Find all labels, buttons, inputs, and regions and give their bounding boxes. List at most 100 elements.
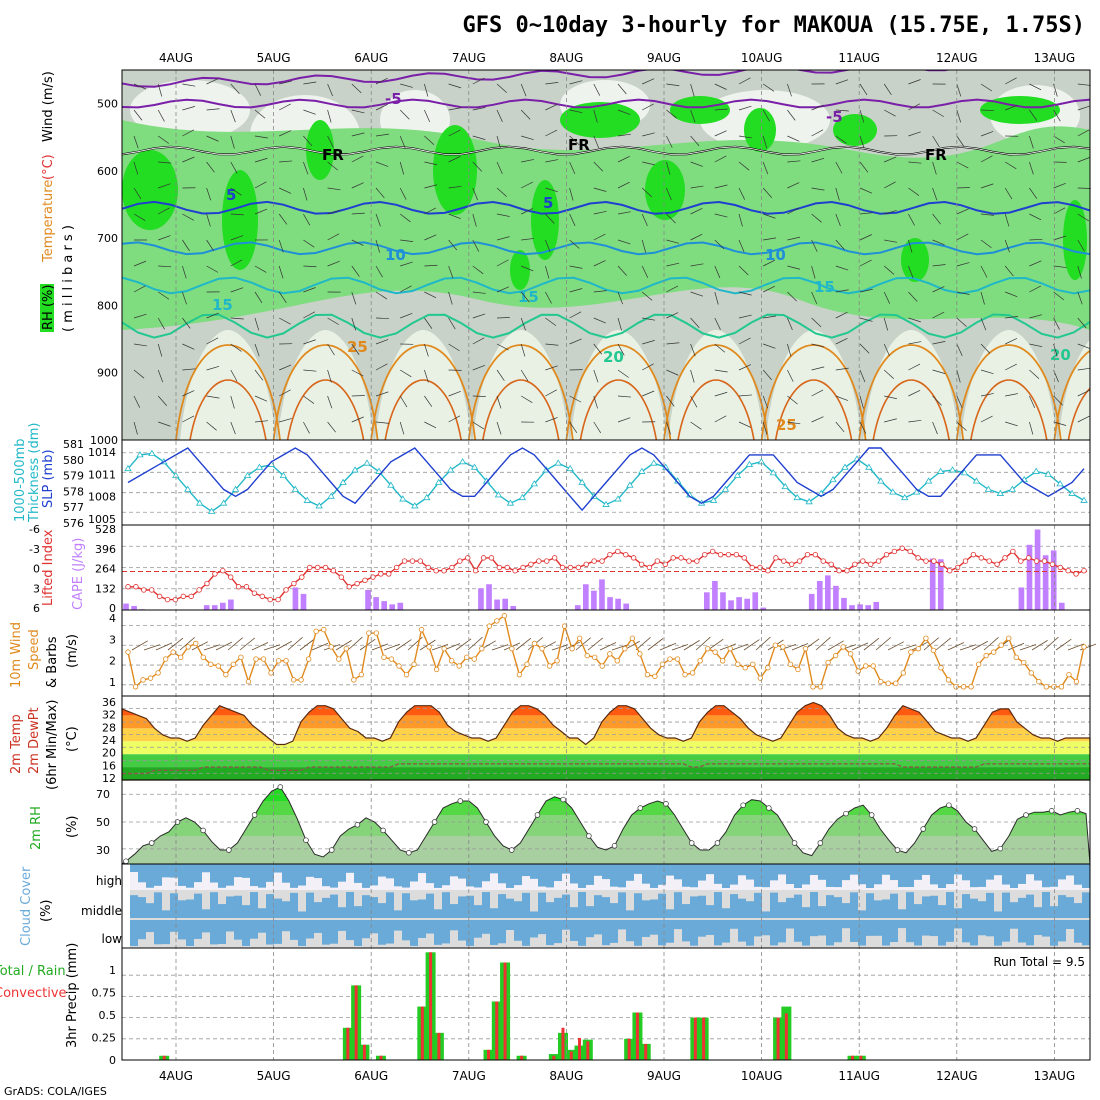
wind-barb [956, 343, 963, 356]
wind-barb [133, 161, 139, 175]
wind-barb [303, 213, 311, 226]
precip-convective-bar [586, 1041, 590, 1060]
wind-speed-line-point [546, 663, 553, 669]
wind-barb [254, 109, 266, 119]
wind-barb [956, 208, 969, 215]
isotherm-25 [370, 344, 477, 440]
wind-barb [1005, 338, 1018, 345]
cloud-high-block [778, 864, 786, 875]
cloud-mid-block [146, 903, 154, 918]
wind-barb [254, 157, 268, 163]
date-label-bottom: 6AUG [354, 1069, 388, 1083]
cloud-low-block [586, 920, 594, 938]
wind-barb [932, 311, 945, 319]
wind-barb [908, 317, 921, 323]
li-line-point [449, 564, 455, 571]
isotherm-30 [286, 379, 365, 440]
wind-barb [1053, 207, 1066, 215]
cloud-mid-block [730, 894, 738, 918]
isotherm-30 [482, 379, 560, 440]
li-line-point [931, 558, 937, 564]
wind-barb [1029, 213, 1042, 221]
wind-barb [763, 315, 777, 319]
cloud-mid-block [970, 898, 978, 918]
cloud-low-block [842, 920, 850, 929]
cloud-mid-block [794, 894, 802, 918]
wind-barb [714, 130, 727, 137]
cloud-high-block [850, 864, 858, 875]
wind-barb [424, 317, 433, 329]
cloud-low-block [354, 920, 362, 946]
axis-tick-label: 580 [63, 454, 84, 467]
saturated-spot [744, 108, 776, 152]
cloud-mid-block [410, 900, 418, 918]
cloud-high-block [530, 864, 538, 879]
cloud-high-block [442, 864, 450, 886]
thickness-line-point [291, 485, 300, 492]
wind-barb [666, 239, 680, 244]
wind-barb [521, 208, 534, 215]
cloud-low-block [146, 920, 154, 933]
wind-barb [617, 343, 625, 356]
li-line-point [141, 587, 147, 593]
wind-speed-line-point [177, 654, 184, 661]
wind-barb [1029, 285, 1042, 293]
wind-barb [545, 159, 559, 163]
wind-barb [859, 135, 865, 149]
cloud-high-block [946, 864, 954, 885]
wind-speed-line-point [230, 661, 237, 667]
cloud-mid-block [1042, 892, 1050, 918]
cloud-low-block [442, 920, 450, 944]
wind-barb [569, 213, 576, 226]
wind-barb [520, 343, 526, 357]
dry-patch [130, 80, 250, 140]
saturated-spot [670, 96, 730, 124]
thickness-line-point [924, 477, 933, 484]
wind-barb-10m [347, 636, 363, 651]
cloud-mid-block [674, 892, 682, 918]
rh-point [946, 802, 952, 808]
thickness-line-point [889, 488, 897, 495]
wind-barb [666, 312, 679, 319]
wind-barb [133, 83, 147, 90]
saturated-spot [833, 114, 877, 146]
wind-barb [593, 395, 598, 409]
wind-barb-10m [935, 637, 952, 651]
cape-bar [607, 597, 613, 610]
wind-speed-line-point [524, 661, 530, 667]
wind-barb [593, 290, 607, 293]
wind-speed-line-point [719, 658, 726, 664]
thickness-line-point [733, 471, 742, 479]
wind-barb [254, 343, 260, 357]
cloud-mid-block [666, 909, 674, 918]
cloud-low-block [170, 920, 178, 932]
isotherm-30 [970, 379, 1048, 440]
isotherm-label: 10 [385, 246, 406, 264]
wind-barb-10m [659, 642, 677, 651]
cape-bar [486, 584, 492, 610]
wind-barb [617, 211, 631, 215]
thickness-line-point [1044, 470, 1052, 477]
wind-barb [254, 83, 261, 96]
wind-speed-line-point [908, 649, 914, 655]
rh-point [817, 840, 824, 846]
thickness-line-point [769, 469, 778, 476]
cloud-low-block [594, 920, 602, 935]
rh-ylabel-1: 2m RH [29, 806, 44, 850]
cloud-mid-block [850, 892, 858, 918]
li-line-point [796, 558, 803, 564]
thickness-line-point [865, 463, 873, 470]
wind-barb-10m [143, 644, 161, 651]
wind-barb [448, 156, 461, 163]
wind-barb [593, 161, 604, 172]
cloud-mid-block [330, 894, 338, 918]
cloud-mid-block [858, 910, 866, 918]
wind-barb [714, 415, 727, 423]
cape-bar [381, 601, 387, 610]
wind-barb-10m [971, 640, 988, 651]
precip-convective-bar [503, 962, 507, 1060]
isotherm-line [122, 200, 1090, 215]
rh-point [688, 840, 695, 846]
wind-barb [254, 291, 263, 304]
